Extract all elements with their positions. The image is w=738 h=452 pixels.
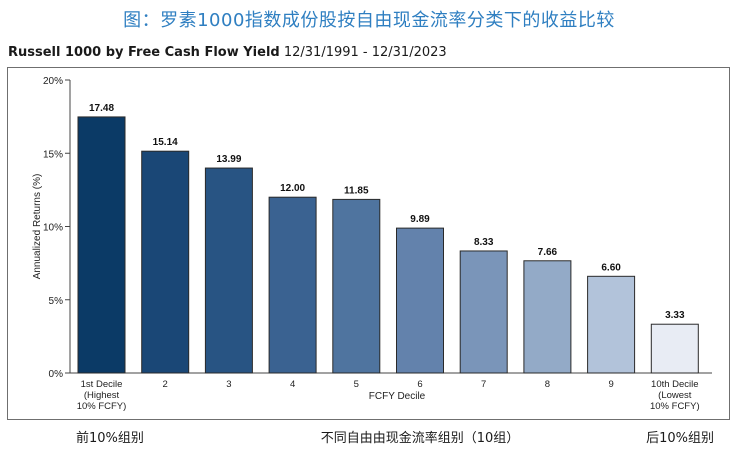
x-tick-label: 5 — [354, 379, 359, 390]
footer-left-label: 前10%组别 — [76, 431, 144, 446]
bar-value-label: 15.14 — [153, 137, 178, 148]
x-tick-label: 1st Decile — [81, 379, 123, 390]
x-tick-label: 10% FCFY) — [77, 401, 127, 412]
figure-caption: 图：罗素1000指数成份股按自由现金流率分类下的收益比较 — [123, 10, 615, 31]
x-tick-label: 9 — [608, 379, 613, 390]
bar-decile-7 — [459, 250, 508, 374]
bar-decile-3 — [204, 167, 253, 374]
x-axis-title: FCFY Decile — [369, 391, 426, 402]
chart-frame — [7, 67, 730, 420]
bar-value-label: 17.48 — [89, 103, 114, 114]
footer-middle-label: 不同自由由现金流率组别（10组） — [320, 431, 520, 446]
y-tick-label: 15% — [43, 149, 63, 160]
bar-value-label: 6.60 — [601, 262, 621, 273]
x-tick-label: 3 — [226, 379, 231, 390]
y-tick-label: 10% — [43, 223, 63, 234]
bar-decile-6 — [396, 227, 444, 374]
bar-value-label: 3.33 — [665, 310, 685, 321]
chart-title: Russell 1000 by Free Cash Flow Yield 12/… — [8, 45, 447, 60]
bar-decile-10 — [650, 323, 699, 374]
bar-decile-1 — [77, 116, 126, 374]
bar-value-label: 11.85 — [344, 185, 369, 196]
chart-title-main: Russell 1000 by Free Cash Flow Yield — [8, 45, 280, 60]
bar-value-label: 9.89 — [410, 214, 430, 225]
x-tick-label: (Lowest — [658, 390, 692, 401]
y-tick-label: 20% — [43, 76, 63, 87]
x-tick-label: 6 — [417, 379, 422, 390]
chart-title-period: 12/31/1991 - 12/31/2023 — [283, 45, 447, 60]
x-tick-label: (Highest — [84, 390, 120, 401]
bar-value-label: 13.99 — [216, 154, 241, 165]
x-tick-label: 2 — [163, 379, 168, 390]
x-tick-label: 10% FCFY) — [650, 401, 700, 412]
x-tick-label: 4 — [290, 379, 295, 390]
x-tick-label: 10th Decile — [651, 379, 699, 390]
y-axis-title: Annualized Returns (%) — [32, 174, 43, 280]
bar-decile-8 — [523, 260, 572, 374]
bar-decile-9 — [587, 275, 636, 374]
y-tick-label: 0% — [49, 369, 64, 380]
bar-decile-5 — [332, 198, 381, 374]
x-tick-label: 7 — [481, 379, 486, 390]
bar-value-label: 12.00 — [280, 183, 305, 194]
bar-value-label: 8.33 — [474, 237, 494, 248]
bar-value-label: 7.66 — [538, 247, 558, 258]
footer-right-label: 后10%组别 — [646, 431, 714, 446]
y-tick-label: 5% — [49, 296, 64, 307]
x-tick-label: 8 — [545, 379, 550, 390]
bar-decile-2 — [141, 150, 190, 374]
bar-decile-4 — [268, 196, 317, 374]
